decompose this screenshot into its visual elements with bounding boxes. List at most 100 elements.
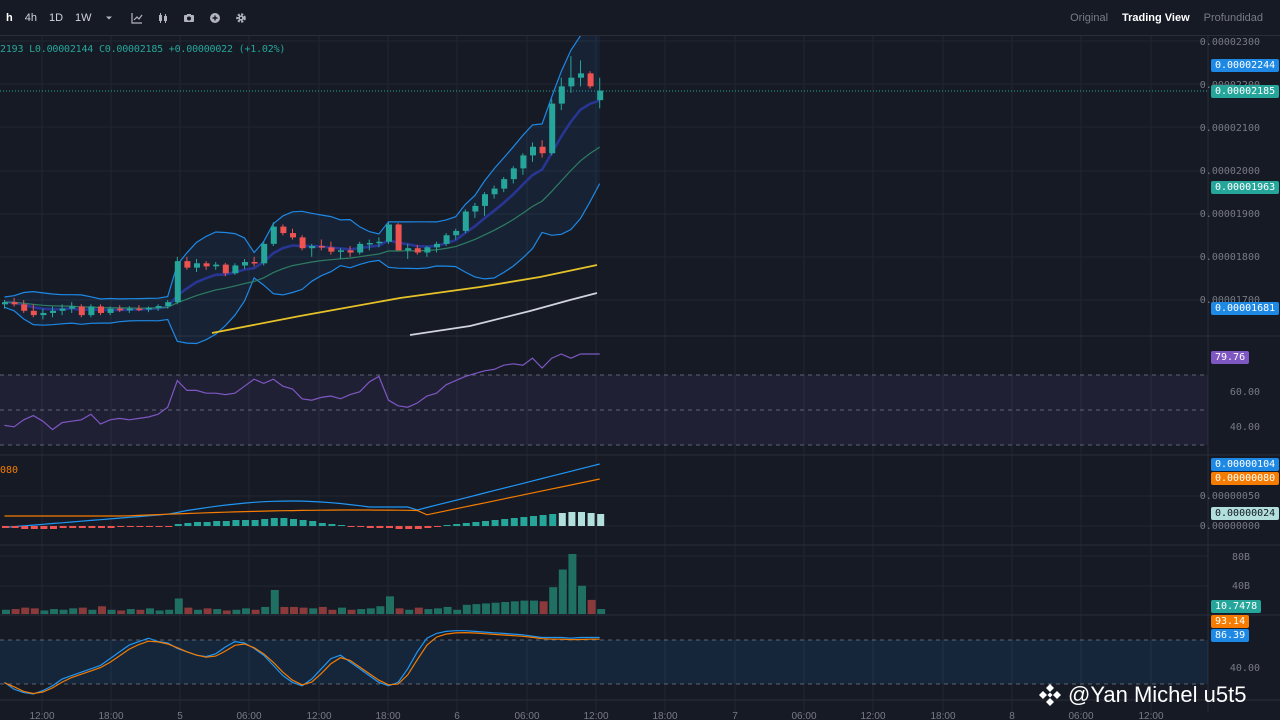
- rsi-tick: 40.00: [1229, 422, 1260, 433]
- volume-bar: [299, 607, 308, 614]
- volume-bar: [11, 609, 20, 614]
- macd-histogram-bar: [366, 526, 374, 528]
- rsi-line: [4, 353, 600, 431]
- chart-canvas[interactable]: [0, 36, 1280, 720]
- volume-bar: [98, 606, 106, 614]
- interval-4h[interactable]: 4h: [24, 11, 37, 24]
- candle-body: [578, 73, 584, 78]
- macd-histogram-bar: [530, 516, 537, 526]
- macd-histogram-bar: [568, 512, 576, 526]
- macd-histogram-bar: [40, 526, 48, 529]
- chevron-down-icon[interactable]: [98, 0, 120, 36]
- indicators-icon[interactable]: [126, 0, 148, 36]
- candle-body: [597, 90, 604, 101]
- macd-histogram-bar: [59, 526, 67, 528]
- price-tick: 0.00002300: [1199, 37, 1260, 48]
- macd-histogram-bar: [453, 524, 461, 526]
- volume-bar: [251, 609, 260, 614]
- camera-icon[interactable]: [178, 0, 200, 36]
- stoch-tick: 40.00: [1229, 663, 1260, 674]
- volume-bar: [491, 602, 500, 614]
- macd-histogram-bar: [2, 526, 9, 528]
- volume-bar: [155, 610, 164, 614]
- macd-histogram-bar: [510, 518, 518, 526]
- macd-histogram-bar: [443, 525, 451, 526]
- candle-body: [40, 312, 47, 316]
- indicator-lines: [4, 36, 601, 695]
- candle-body: [482, 194, 488, 206]
- interval-1w[interactable]: 1W: [75, 11, 92, 24]
- candle-body: [50, 310, 56, 313]
- price-tick: 0.00001900: [1199, 209, 1260, 220]
- candle-body: [69, 306, 76, 309]
- view-switch: Original Trading View Profundidad: [1063, 0, 1270, 36]
- volume-bar: [357, 609, 366, 614]
- macd-legend: 080: [0, 465, 19, 476]
- candle-body: [347, 250, 354, 253]
- macd-histogram-bar: [414, 526, 422, 529]
- volume-bar: [434, 608, 442, 614]
- macd-dif-tag: 0.00000104: [1211, 458, 1280, 471]
- volume-bar: [290, 606, 298, 614]
- time-tick: 8: [1009, 711, 1015, 720]
- volume-bar: [126, 609, 135, 614]
- volume-bar: [347, 609, 356, 614]
- volume-bar: [405, 609, 414, 614]
- watermark: @Yan Michel u5t5: [1036, 681, 1246, 709]
- ma-yellow-line: [211, 264, 598, 334]
- candle-body: [530, 146, 536, 156]
- candle-body: [434, 243, 440, 248]
- macd-dea-tag: 0.00000080: [1211, 472, 1280, 485]
- macd-histogram-bar: [386, 526, 393, 528]
- macd-histogram-bar: [21, 526, 29, 529]
- macd-histogram-bar: [472, 522, 480, 526]
- candle-body: [472, 205, 479, 212]
- volume-bar: [424, 609, 433, 614]
- volume-tick: 40B: [1231, 581, 1250, 592]
- candle-body: [222, 264, 229, 274]
- candle-body: [117, 308, 124, 311]
- candle-body: [126, 308, 133, 311]
- volume-bar: [558, 569, 567, 614]
- time-tick: 06:00: [514, 711, 540, 720]
- candle-body: [88, 306, 95, 316]
- candle-body: [136, 308, 143, 311]
- candle-body: [376, 241, 383, 244]
- time-tick: 6: [454, 711, 460, 720]
- settings-icon[interactable]: [230, 0, 252, 36]
- time-tick: 12:00: [583, 711, 609, 720]
- volume-bar: [117, 610, 126, 614]
- view-depth[interactable]: Profundidad: [1203, 12, 1263, 24]
- macd-histogram-bar: [136, 526, 144, 527]
- add-icon[interactable]: [204, 0, 226, 36]
- time-tick: 7: [732, 711, 738, 720]
- candle-body: [510, 168, 517, 180]
- indicator-bands: [0, 90, 1208, 685]
- interval-1h[interactable]: h: [6, 11, 13, 24]
- macd-histogram-bar: [194, 522, 201, 526]
- volume-bar: [338, 607, 346, 614]
- macd-dea-line: [4, 478, 600, 517]
- candle-body: [338, 250, 344, 252]
- interval-1d[interactable]: 1D: [48, 11, 64, 24]
- volume-tag: 10.7478: [1211, 600, 1262, 613]
- volume-bar: [453, 609, 462, 614]
- candle-body: [395, 224, 402, 251]
- volume-bar: [472, 604, 481, 614]
- macd-histogram-bar: [155, 526, 163, 527]
- candle-body: [539, 146, 546, 154]
- candle-body: [366, 243, 373, 245]
- candle-type-icon[interactable]: [152, 0, 174, 36]
- volume-bar: [530, 600, 538, 614]
- view-original[interactable]: Original: [1070, 12, 1109, 24]
- bb-upper-tag: 0.00002244: [1211, 59, 1280, 72]
- macd-histogram-bar: [261, 519, 269, 526]
- macd-histogram-bar: [424, 526, 432, 528]
- binance-logo-icon: [1039, 684, 1061, 706]
- macd-histogram-bar: [290, 519, 297, 526]
- macd-histogram-bar: [251, 520, 259, 526]
- view-trading-view[interactable]: Trading View: [1122, 12, 1190, 24]
- volume-bar: [376, 606, 385, 614]
- volume-bar: [482, 603, 490, 614]
